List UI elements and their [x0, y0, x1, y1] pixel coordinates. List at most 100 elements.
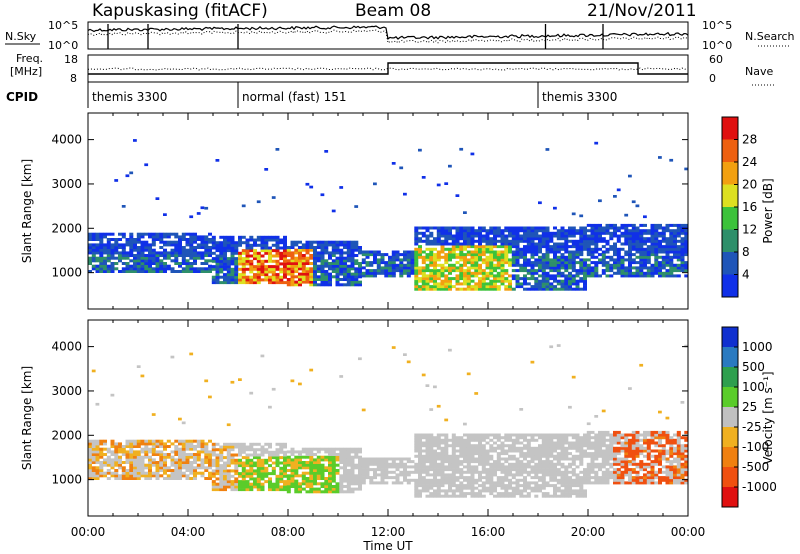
velocity-cell [208, 477, 212, 480]
velocity-cell [129, 477, 134, 480]
power-cell [680, 266, 685, 270]
power-cell [155, 270, 160, 273]
velocity-cell [178, 469, 182, 472]
velocity-cell [343, 463, 347, 467]
power-cell [151, 270, 156, 273]
velocity-cell [635, 470, 640, 474]
velocity-cell [403, 462, 407, 466]
velocity-cell [268, 442, 272, 446]
power-cell [613, 261, 617, 265]
power-cell [260, 265, 265, 269]
velocity-cell [646, 473, 651, 477]
power-cell [661, 271, 666, 275]
velocity-cell [661, 449, 666, 453]
velocity-cell [545, 484, 550, 488]
power-cell [283, 275, 287, 279]
power-cell [234, 265, 239, 269]
velocity-cell [279, 480, 284, 484]
power-cell [560, 263, 565, 267]
velocity-cell [646, 470, 651, 474]
power-cell [298, 267, 302, 271]
velocity-cell [665, 436, 670, 440]
power-cell [583, 269, 587, 273]
power-cell [444, 258, 449, 262]
velocity-cell [245, 458, 250, 462]
power-cell [346, 259, 351, 263]
power-cell [541, 226, 546, 230]
velocity-cell [219, 453, 224, 457]
power-cell [403, 263, 407, 267]
velocity-cell [579, 481, 584, 485]
velocity-cell [328, 487, 332, 491]
power-cell [241, 241, 246, 245]
velocity-cell [275, 474, 280, 478]
velocity-cell [684, 436, 689, 440]
power-cell [534, 237, 539, 241]
velocity-cell [478, 492, 482, 496]
velocity-cell [204, 379, 209, 383]
velocity-cell [624, 457, 629, 461]
power-cell [335, 264, 340, 268]
velocity-cell [286, 455, 291, 459]
velocity-cell [676, 430, 681, 434]
velocity-cell [271, 461, 276, 465]
power-cell [515, 239, 520, 243]
power-cell [575, 242, 580, 246]
velocity-cell [669, 468, 674, 472]
power-cell [466, 237, 471, 241]
power-cell [481, 277, 486, 281]
power-cell [414, 237, 419, 241]
power-cell [298, 278, 302, 281]
velocity-cell [646, 452, 651, 456]
velocity-cell [635, 436, 640, 440]
power-cell [620, 269, 625, 273]
velocity-cell [245, 482, 250, 486]
power-cell [553, 206, 557, 210]
power-cell [549, 258, 554, 262]
velocity-cell [635, 449, 640, 453]
power-cell [275, 278, 280, 282]
velocity-cell [226, 442, 231, 446]
velocity-cell [628, 452, 632, 456]
velocity-cell [436, 473, 441, 477]
velocity-cell [166, 453, 171, 456]
velocity-cell [279, 477, 284, 481]
power-cell [538, 279, 542, 283]
velocity-cell [451, 460, 456, 464]
velocity-cell [260, 450, 265, 454]
velocity-cell [564, 473, 569, 477]
velocity-cell [571, 473, 576, 477]
power-cell [433, 279, 437, 283]
velocity-cell [481, 452, 486, 456]
power-cell [234, 249, 239, 253]
power-cell [579, 242, 584, 246]
power-cell [478, 271, 482, 275]
power-cell [178, 254, 182, 257]
power-cell [440, 229, 445, 233]
velocity-cell [275, 485, 280, 489]
velocity-cell [241, 488, 246, 492]
velocity-cell [313, 458, 317, 462]
power-cell [391, 255, 396, 259]
power-cell [170, 248, 175, 252]
velocity-cell [534, 494, 539, 498]
power-cell [568, 282, 572, 286]
velocity-cell [429, 478, 434, 482]
velocity-cell [339, 453, 344, 456]
velocity-cell [140, 374, 145, 378]
power-cell [508, 250, 512, 254]
velocity-cell [230, 474, 235, 478]
power-cell [208, 246, 212, 249]
power-cell [594, 237, 599, 241]
velocity-cell [519, 465, 524, 469]
velocity-cell [294, 485, 299, 488]
velocity-cell [564, 494, 569, 498]
power-cell [256, 257, 261, 261]
power-cell [429, 279, 434, 283]
velocity-cell [616, 462, 621, 466]
power-cell [590, 274, 595, 278]
power-cell [676, 269, 681, 273]
velocity-cell [256, 442, 261, 446]
velocity-cell [534, 484, 539, 488]
velocity-cell [451, 489, 456, 493]
